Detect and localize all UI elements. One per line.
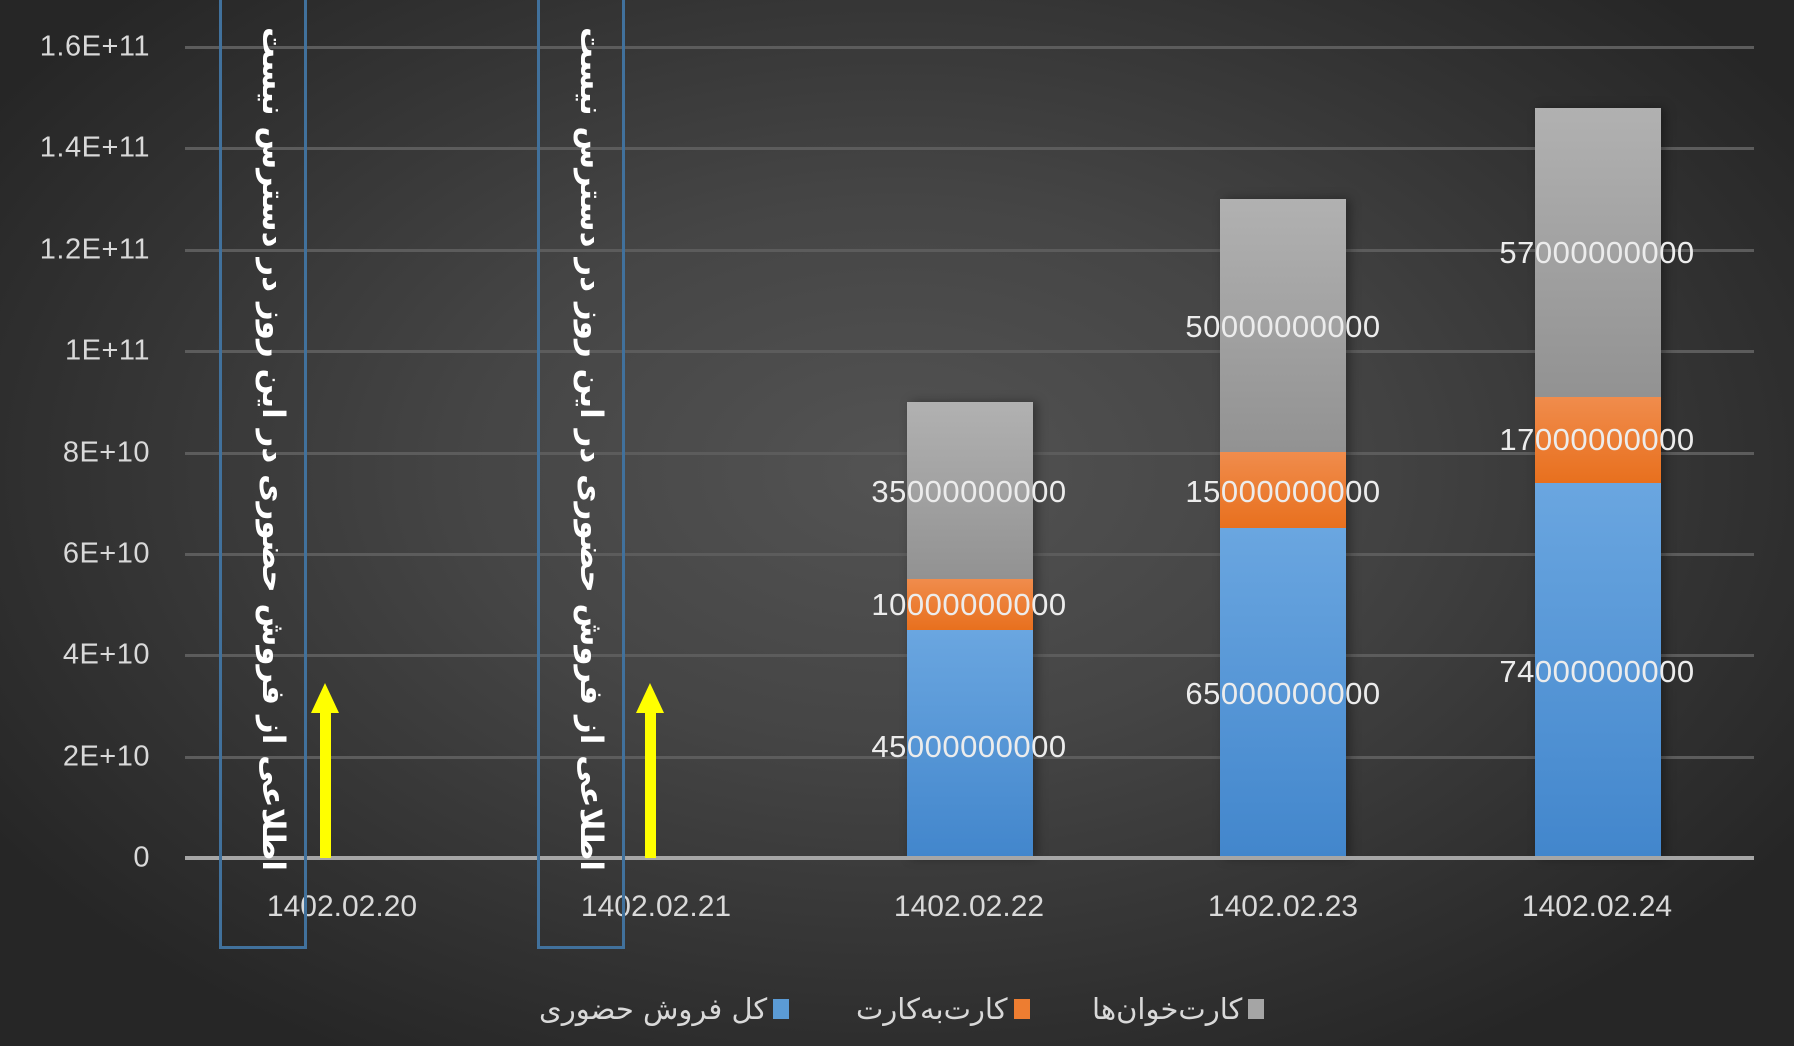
data-label: 45000000000 bbox=[871, 729, 1067, 764]
legend-swatch-orange bbox=[1013, 999, 1030, 1019]
x-tick-label: 1402.02.20 bbox=[266, 890, 418, 923]
gridline bbox=[185, 147, 1754, 150]
x-axis-line bbox=[185, 856, 1754, 860]
data-label: 10000000000 bbox=[871, 587, 1067, 622]
legend-item-card-to-card: کارت‌به‌کارت bbox=[856, 992, 1030, 1026]
x-tick-label: 1402.02.23 bbox=[1207, 890, 1359, 923]
bar-segment-card-to-card bbox=[1220, 452, 1346, 528]
data-label: 15000000000 bbox=[1185, 474, 1381, 509]
annotation-box bbox=[537, 0, 625, 949]
y-tick-label: 1.4E+11 bbox=[39, 131, 150, 164]
legend-item-total-in-person: کل فروش حضوری bbox=[539, 992, 790, 1026]
bar-segment-card-readers bbox=[1535, 108, 1661, 397]
legend-label: کارت‌خوان‌ها bbox=[1092, 992, 1243, 1026]
arrow-up-icon bbox=[636, 683, 664, 858]
data-label: 17000000000 bbox=[1499, 422, 1695, 457]
data-label: 35000000000 bbox=[871, 474, 1067, 509]
bar-segment-total-in-person bbox=[907, 630, 1033, 858]
annotation-text: اطلاعی از فروش حضوری در این روز در دسترس… bbox=[255, 26, 291, 872]
bar-segment-card-to-card bbox=[907, 579, 1033, 630]
bar-1402-02-23 bbox=[1220, 199, 1346, 858]
y-tick-label: 1.6E+11 bbox=[39, 30, 150, 63]
x-tick-label: 1402.02.22 bbox=[893, 890, 1045, 923]
y-tick-label: 8E+10 bbox=[62, 436, 150, 469]
data-label: 50000000000 bbox=[1185, 309, 1381, 344]
legend-swatch-blue bbox=[773, 999, 790, 1019]
data-label: 74000000000 bbox=[1499, 654, 1695, 689]
x-tick-label: 1402.02.21 bbox=[580, 890, 732, 923]
bar-segment-card-readers bbox=[907, 402, 1033, 579]
y-tick-label: 0 bbox=[133, 841, 150, 874]
legend-label: کارت‌به‌کارت bbox=[856, 992, 1008, 1026]
legend-swatch-gray bbox=[1248, 999, 1265, 1019]
bar-segment-card-to-card bbox=[1535, 397, 1661, 483]
bar-1402-02-22 bbox=[907, 402, 1033, 858]
bar-segment-card-readers bbox=[1220, 199, 1346, 452]
y-tick-label: 1.2E+11 bbox=[39, 233, 150, 266]
annotation-box bbox=[219, 0, 307, 949]
gridline bbox=[185, 350, 1754, 353]
bar-segment-total-in-person bbox=[1535, 483, 1661, 858]
arrow-up-icon bbox=[311, 683, 339, 858]
y-tick-label: 4E+10 bbox=[62, 638, 150, 671]
gridline bbox=[185, 249, 1754, 252]
data-label: 57000000000 bbox=[1499, 235, 1695, 270]
y-tick-label: 6E+10 bbox=[62, 537, 150, 570]
y-tick-label: 2E+10 bbox=[62, 740, 150, 773]
legend-item-card-readers: کارت‌خوان‌ها bbox=[1092, 992, 1265, 1026]
gridline bbox=[185, 46, 1754, 49]
x-tick-label: 1402.02.24 bbox=[1521, 890, 1673, 923]
bar-1402-02-24 bbox=[1535, 108, 1661, 858]
bar-segment-total-in-person bbox=[1220, 528, 1346, 858]
y-tick-label: 1E+11 bbox=[64, 334, 150, 367]
annotation-text: اطلاعی از فروش حضوری در این روز در دسترس… bbox=[573, 26, 609, 872]
legend-label: کل فروش حضوری bbox=[539, 992, 768, 1026]
data-label: 65000000000 bbox=[1185, 676, 1381, 711]
